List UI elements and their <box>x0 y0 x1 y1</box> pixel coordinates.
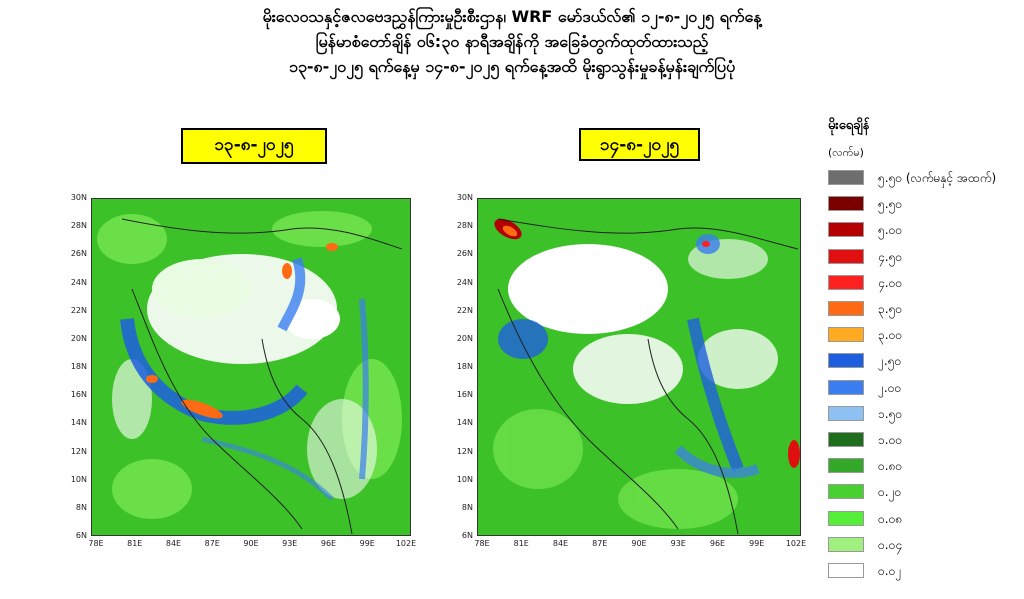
title-line-1: မိုးလေဝသနှင့်ဇလဗေဒညွှန်ကြားမှုဦးစီးဌာန၊ … <box>262 7 762 26</box>
legend-label: ၁.၀၀ <box>878 433 903 447</box>
legend-swatch <box>828 248 864 264</box>
legend-label: ၄.၅၀ <box>878 249 903 264</box>
legend-swatch <box>828 170 864 185</box>
legend-label: ၄.၀၀ <box>878 275 903 290</box>
map-1-lat-label: 24N <box>70 277 87 287</box>
title-line-2: မြန်မာစံတော်ချိန် ၀၆:၃၀ နာရီအချိန်ကို အခ… <box>315 32 709 51</box>
map-2-lat-label: 12N <box>456 446 473 456</box>
legend-title: မိုးရေချိန် <box>828 118 870 133</box>
map-1-lat-label: 12N <box>70 446 87 456</box>
map-1-lon-label: 87E <box>204 539 220 548</box>
map-1-lon-label: 81E <box>127 539 143 548</box>
map-2-lon-label: 90E <box>631 539 647 548</box>
rainfall-map-1-graphic <box>92 199 410 535</box>
map-1-lat-label: 6N <box>75 531 87 540</box>
map-1-lon-label: 93E <box>282 539 298 548</box>
map-1-lat-label: 26N <box>70 249 87 259</box>
legend-label: ၀.၈၀ <box>878 459 903 474</box>
map-2-lat-label: 14N <box>456 418 473 428</box>
legend-swatch <box>828 379 864 395</box>
legend-swatch <box>828 484 864 500</box>
legend-label: ၀.၂၀ <box>878 485 902 500</box>
map-1-lat-label: 8N <box>75 502 87 512</box>
map-2-lon-label: 96E <box>709 539 726 548</box>
map-1-lat-label: 28N <box>70 221 87 231</box>
legend-label: ၂.၅၀ <box>878 354 902 369</box>
map-2-lat-label: 16N <box>456 390 473 400</box>
map-1-lon-label: 102E <box>395 539 417 548</box>
legend-swatch <box>828 563 864 578</box>
legend-label: ၅.၀၀ <box>878 223 903 238</box>
legend-swatch <box>828 536 864 552</box>
legend-swatch <box>828 301 864 316</box>
legend-label: ၃.၅၀ <box>878 302 903 316</box>
legend-swatch <box>828 327 864 343</box>
title-line-3: ၁၃-၈-၂၀၂၅ ရက်နေ့မှ ၁၄-၈-၂၀၂၅ ရက်နေ့အထိ မ… <box>288 57 736 76</box>
legend-swatch <box>828 458 864 474</box>
legend-label: ၀.၀၂ <box>878 564 902 578</box>
legend-swatch <box>828 274 864 290</box>
legend-label: ၀.၀၄ <box>878 537 903 552</box>
rainfall-map-2 <box>477 198 801 536</box>
rainfall-map-1 <box>91 198 411 536</box>
map-2-lat-label: 6N <box>461 531 473 540</box>
legend-label: ၅.၅၀ <box>878 197 903 212</box>
rainfall-map-2-graphic <box>478 199 800 535</box>
map-2-lon-label: 84E <box>552 539 569 548</box>
map-1-lat-label: 16N <box>70 390 87 400</box>
map-1-lon-label: 90E <box>243 539 259 548</box>
map-1-lat-label: 14N <box>70 418 87 428</box>
map-1-lat-label: 10N <box>70 474 87 484</box>
map-1-lat-label: 22N <box>70 305 87 315</box>
map-2-lat-label: 28N <box>456 221 473 231</box>
legend-swatch <box>828 510 864 526</box>
map-2-lon-label: 102E <box>785 539 807 548</box>
legend-swatch <box>828 405 864 421</box>
map-2-lat-label: 20N <box>456 333 473 343</box>
map-2-lat-label: 22N <box>456 305 473 315</box>
map-1-lon-label: 96E <box>320 539 337 548</box>
legend-label: ၁.၅၀ <box>878 406 903 421</box>
map-2-lat-label: 18N <box>456 362 473 371</box>
map-2-lat-label: 30N <box>456 193 473 202</box>
map-2-lon-label: 87E <box>592 539 608 548</box>
map-1-lon-label: 84E <box>165 539 182 548</box>
map-2-lon-label: 99E <box>749 539 765 548</box>
map-2-lon-label: 93E <box>670 539 686 548</box>
legend-swatch <box>828 196 864 212</box>
map-1-date-label: ၁၃-၈-၂၀၂၅ <box>181 128 327 164</box>
legend-label: ၂.၀၀ <box>878 380 902 395</box>
map-1-lat-label: 30N <box>70 193 87 202</box>
page-title: မိုးလေဝသနှင့်ဇလဗေဒညွှန်ကြားမှုဦးစီးဌာန၊ … <box>0 4 1024 79</box>
map-2-date-label: ၁၄-၈-၂၀၂၅ <box>579 128 700 161</box>
legend-swatch <box>828 432 864 447</box>
legend-unit: (လက်မ) <box>828 146 864 159</box>
map-2-lat-label: 24N <box>456 277 473 287</box>
map-2-lon-label: 81E <box>513 539 529 548</box>
legend-label: ၃.၀၀ <box>878 328 903 343</box>
legend-swatch <box>828 222 864 238</box>
map-2-lat-label: 10N <box>456 474 473 484</box>
map-2-lat-label: 8N <box>461 502 473 512</box>
legend-swatch <box>828 353 864 369</box>
map-1-lat-label: 20N <box>70 333 87 343</box>
map-1-lon-label: 99E <box>359 539 375 548</box>
legend-label: ၀.၀၈ <box>878 511 903 526</box>
map-1-lat-label: 18N <box>70 362 87 371</box>
map-2-lat-label: 26N <box>456 249 473 259</box>
map-1-lon-label: 78E <box>88 539 104 548</box>
map-2-lon-label: 78E <box>474 539 490 548</box>
legend-label: ၅.၅၀ (လက်မနှင့် အထက်) <box>878 171 997 185</box>
